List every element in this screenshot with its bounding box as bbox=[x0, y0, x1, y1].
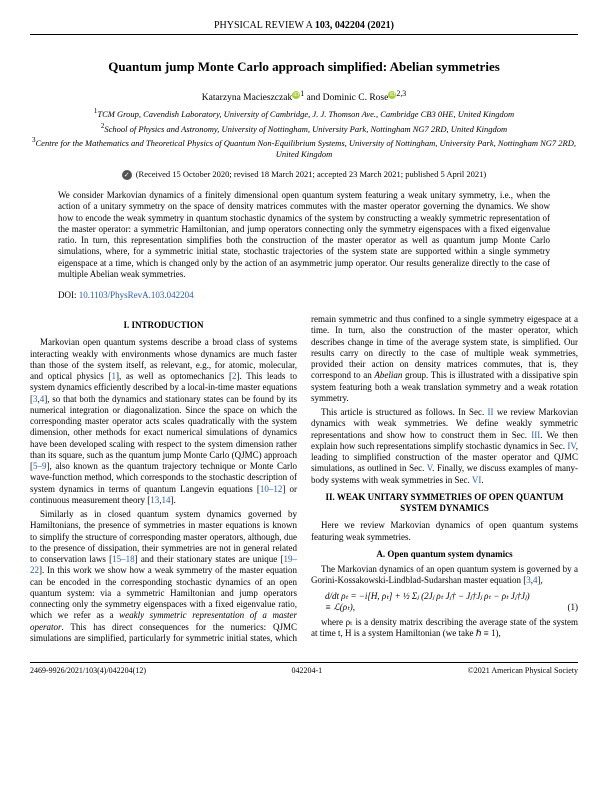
equation-1: d/dt ρₜ = −i[H, ρₜ] + ½ Σⱼ (2Jⱼ ρₜ Jⱼ† −… bbox=[325, 591, 578, 614]
doi-link[interactable]: 10.1103/PhysRevA.103.042204 bbox=[79, 290, 194, 300]
paragraph: where ρₜ is a density matrix describing … bbox=[311, 617, 578, 640]
ref-link[interactable]: 13 bbox=[150, 495, 159, 505]
volume-issue: 103, 042204 (2021) bbox=[315, 20, 394, 31]
paragraph: Here we review Markovian dynamics of ope… bbox=[311, 520, 578, 543]
sec-link[interactable]: VI bbox=[472, 475, 482, 485]
author-2: Dominic C. Rose bbox=[323, 93, 389, 103]
page-footer: 2469-9926/2021/103(4)/042204(12) 042204-… bbox=[30, 662, 578, 675]
author-1-affil: 1 bbox=[300, 89, 304, 98]
body-columns: I. INTRODUCTION Markovian open quantum s… bbox=[30, 314, 578, 644]
equation-number: (1) bbox=[568, 602, 579, 613]
paragraph: The Markovian dynamics of an open quantu… bbox=[311, 564, 578, 587]
section-1-heading: I. INTRODUCTION bbox=[30, 320, 297, 331]
ref-link[interactable]: 3 bbox=[526, 575, 531, 585]
author-2-affil: 2,3 bbox=[396, 89, 406, 98]
affiliation-3: 3Centre for the Mathematics and Theoreti… bbox=[30, 136, 578, 159]
affiliation-2: 2School of Physics and Astronomy, Univer… bbox=[30, 122, 578, 134]
doi-line: DOI: 10.1103/PhysRevA.103.042204 bbox=[58, 290, 550, 300]
abstract: We consider Markovian dynamics of a fini… bbox=[58, 190, 550, 280]
footer-right: ©2021 American Physical Society bbox=[468, 666, 578, 675]
footer-center: 042204-1 bbox=[292, 666, 323, 675]
equation-line-2: ≡ ℒ(ρₜ), bbox=[325, 602, 355, 612]
footer-left: 2469-9926/2021/103(4)/042204(12) bbox=[30, 666, 146, 675]
dates-row: ✓ (Received 15 October 2020; revised 18 M… bbox=[30, 169, 578, 180]
journal-header: PHYSICAL REVIEW A 103, 042204 (2021) bbox=[30, 20, 578, 35]
paragraph: This article is structured as follows. I… bbox=[311, 407, 578, 486]
ref-link[interactable]: 15–18 bbox=[112, 554, 135, 564]
ref-link[interactable]: 4 bbox=[533, 575, 538, 585]
ref-link[interactable]: 2 bbox=[232, 371, 237, 381]
ref-link[interactable]: 19–22 bbox=[30, 554, 297, 575]
authors-line: Katarzyna MacieszczakiD1 and Dominic C. … bbox=[30, 89, 578, 103]
paragraph: Markovian open quantum systems describe … bbox=[30, 337, 297, 506]
sec-link[interactable]: IV bbox=[567, 441, 575, 451]
ref-link[interactable]: 10–12 bbox=[260, 484, 283, 494]
section-2-heading: II. WEAK UNITARY SYMMETRIES OF OPEN QUAN… bbox=[311, 492, 578, 515]
paper-title: Quantum jump Monte Carlo approach simpli… bbox=[30, 59, 578, 75]
doi-label: DOI: bbox=[58, 290, 77, 300]
subsection-a-heading: A. Open quantum system dynamics bbox=[311, 549, 578, 560]
check-icon: ✓ bbox=[122, 170, 132, 180]
affiliation-1: 1TCM Group, Cavendish Laboratory, Univer… bbox=[30, 107, 578, 119]
received-text: (Received 15 October 2020; revised 18 Ma… bbox=[136, 169, 487, 179]
ref-link[interactable]: 3 bbox=[33, 394, 38, 404]
ref-link[interactable]: 5–9 bbox=[33, 461, 47, 471]
sec-link[interactable]: V bbox=[427, 463, 432, 473]
sec-link[interactable]: III bbox=[531, 430, 540, 440]
author-1: Katarzyna Macieszczak bbox=[202, 93, 292, 103]
sec-link[interactable]: II bbox=[488, 407, 494, 417]
equation-line-1: d/dt ρₜ = −i[H, ρₜ] + ½ Σⱼ (2Jⱼ ρₜ Jⱼ† −… bbox=[325, 591, 530, 601]
ref-link[interactable]: 14 bbox=[161, 495, 170, 505]
ref-link[interactable]: 4 bbox=[40, 394, 45, 404]
journal-name: PHYSICAL REVIEW A bbox=[214, 20, 312, 31]
ref-link[interactable]: 1 bbox=[111, 371, 116, 381]
